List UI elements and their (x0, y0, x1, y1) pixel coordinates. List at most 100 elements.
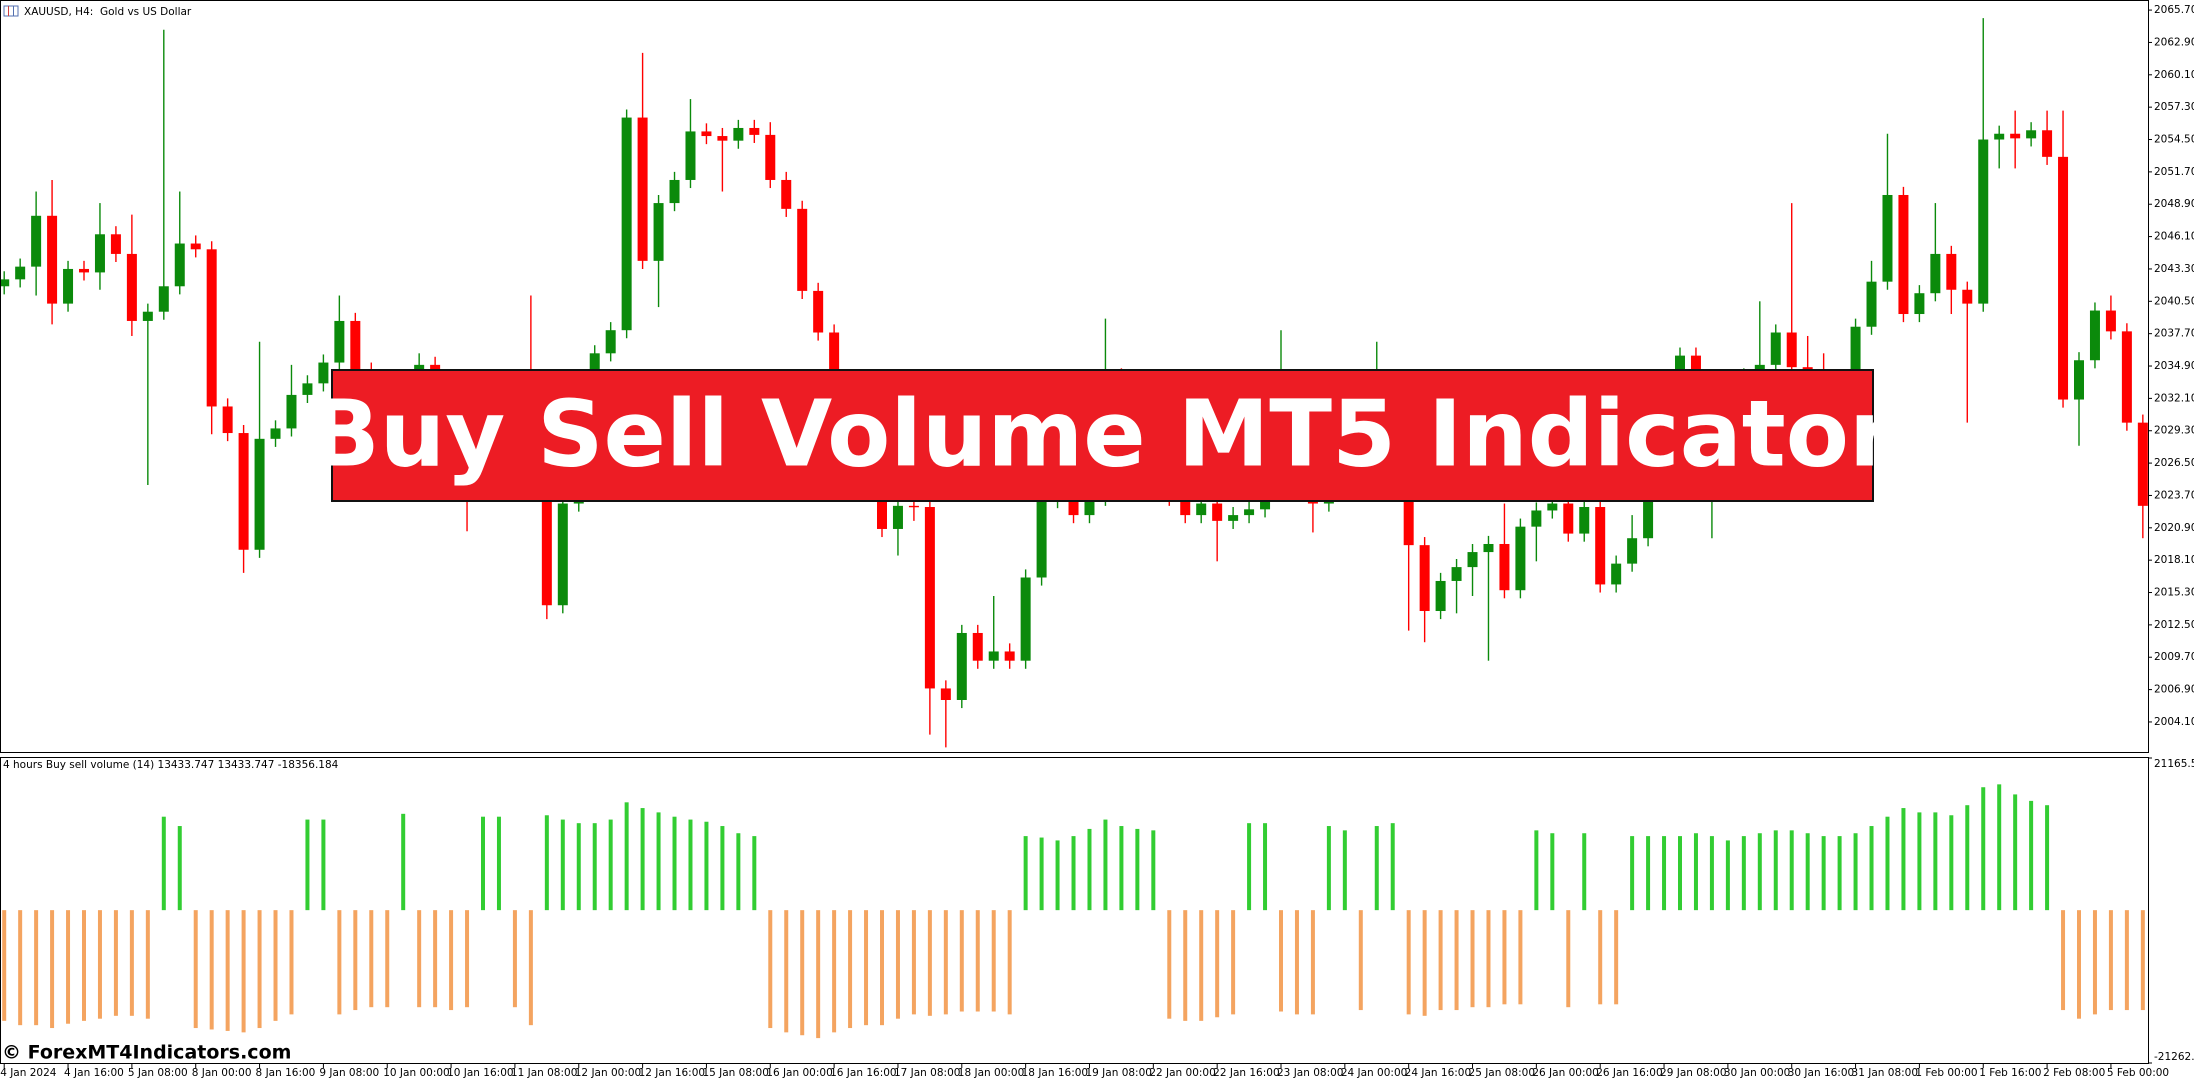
buy-volume-bar (1071, 836, 1076, 911)
sell-volume-bar (2108, 910, 2113, 1011)
buy-volume-bar (1885, 816, 1890, 911)
candle-body (1419, 545, 1430, 612)
x-tick-label: 1 Feb 00:00 (1915, 1067, 1977, 1079)
x-tick-label: 24 Jan 00:00 (1341, 1067, 1407, 1079)
candle-body (15, 266, 26, 280)
x-tick-label: 31 Jan 08:00 (1852, 1067, 1918, 1079)
candle-body (765, 134, 776, 180)
candle-body (206, 249, 217, 407)
y-tick-label: 2060.10 (2154, 69, 2194, 81)
candle-body (956, 632, 967, 700)
sell-volume-bar (768, 910, 773, 1029)
buy-volume-bar (1965, 805, 1970, 911)
candle-body (0, 279, 10, 287)
candle-body (1483, 543, 1494, 553)
sell-volume-bar (1215, 910, 1220, 1018)
candle-body (1611, 563, 1622, 585)
sell-volume-bar (1502, 910, 1507, 1005)
candle-body (717, 136, 728, 141)
x-tick-label: 10 Jan 00:00 (383, 1067, 449, 1079)
buy-volume-bar (177, 826, 182, 911)
sell-volume-bar (1183, 910, 1188, 1021)
sell-volume-bar (2092, 910, 2097, 1015)
sell-volume-bar (1566, 910, 1571, 1008)
candle-body (972, 632, 983, 661)
sell-volume-bar (50, 910, 55, 1029)
buy-volume-bar (1693, 833, 1698, 911)
sell-volume-bar (832, 910, 837, 1033)
x-tick-label: 23 Jan 08:00 (1277, 1067, 1343, 1079)
buy-volume-bar (656, 812, 661, 911)
y-tick-label: 2048.90 (2154, 198, 2194, 210)
candle-body (1531, 510, 1542, 527)
candle-body (1946, 253, 1957, 290)
x-tick-label: 8 Jan 16:00 (256, 1067, 316, 1079)
candle-body (47, 215, 58, 304)
sell-volume-bar (2077, 910, 2081, 1019)
candle-body (350, 320, 361, 371)
buy-volume-bar (1757, 833, 1762, 911)
y-tick-label: 2054.50 (2154, 134, 2194, 146)
buy-volume-bar (1678, 836, 1682, 911)
sell-volume-bar (353, 910, 358, 1011)
candle-body (1036, 500, 1047, 578)
x-tick-label: 4 Jan 16:00 (64, 1067, 124, 1079)
candle-body (2010, 133, 2021, 139)
buy-volume-bar (1662, 836, 1667, 911)
buy-volume-bar (1119, 826, 1124, 911)
sell-volume-bar (816, 910, 821, 1039)
sell-volume-bar (943, 910, 948, 1015)
candle-body (1244, 509, 1255, 516)
candle-body (1467, 552, 1478, 568)
sell-volume-bar (2061, 910, 2066, 1011)
sell-volume-bar (1422, 910, 1427, 1016)
x-tick-label: 9 Jan 08:00 (319, 1067, 379, 1079)
candle-body (908, 505, 919, 508)
sell-volume-bar (1231, 910, 1236, 1015)
buy-volume-bar (752, 836, 757, 911)
buy-volume-bar (1821, 836, 1826, 911)
buy-volume-bar (1917, 812, 1922, 911)
sell-volume-bar (1199, 910, 1204, 1021)
candle-body (270, 428, 281, 439)
buy-volume-bar (1374, 826, 1379, 911)
buy-volume-bar (1263, 823, 1268, 911)
buy-volume-bar (1805, 833, 1810, 911)
buy-volume-bar (496, 816, 501, 911)
x-tick-label: 25 Jan 08:00 (1469, 1067, 1535, 1079)
candle-body (605, 330, 616, 354)
y-tick-label: 2032.10 (2154, 392, 2194, 404)
sell-volume-bar (1598, 910, 1603, 1005)
sell-volume-bar (1310, 910, 1315, 1015)
sell-volume-bar (1518, 910, 1523, 1005)
candle-body (637, 117, 648, 261)
x-tick-label: 4 Jan 2024 (0, 1067, 57, 1079)
buy-volume-bar (1534, 830, 1539, 911)
buy-volume-bar (161, 816, 166, 911)
x-tick-label: 26 Jan 16:00 (1596, 1067, 1662, 1079)
y-tick-label: 2009.70 (2154, 651, 2194, 663)
buy-volume-bar (401, 813, 406, 911)
candle-body (94, 234, 105, 273)
x-tick-label: 15 Jan 08:00 (702, 1067, 768, 1079)
buy-volume-bar (1646, 836, 1651, 911)
candle-body (653, 203, 664, 261)
candle-body (1914, 293, 1925, 315)
x-tick-label: 5 Feb 00:00 (2107, 1067, 2169, 1079)
x-tick-label: 18 Jan 16:00 (1022, 1067, 1088, 1079)
y-tick-label: 2006.90 (2154, 684, 2194, 696)
candle-body (1228, 515, 1239, 521)
y-tick-label: 2040.50 (2154, 295, 2194, 307)
candle-body (2074, 360, 2084, 400)
candle-body (1084, 497, 1095, 516)
candle-body (1196, 503, 1207, 516)
buy-volume-bar (624, 802, 629, 911)
sell-volume-bar (512, 910, 517, 1008)
candle-body (1180, 497, 1191, 516)
candle-body (1403, 474, 1414, 546)
buy-volume-bar (688, 819, 693, 911)
candle-body (1020, 577, 1031, 661)
candle-body (158, 286, 169, 312)
buy-volume-bar (1773, 830, 1778, 911)
